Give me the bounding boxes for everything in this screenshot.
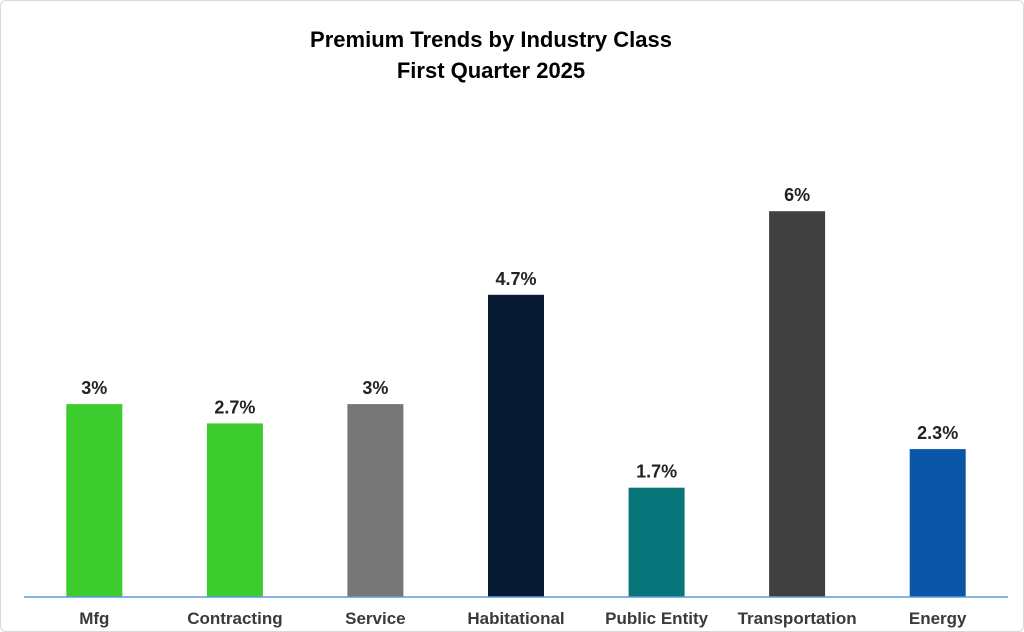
value-label-habitational: 4.7% [495, 269, 536, 289]
tick-label-mfg: Mfg [79, 609, 109, 628]
bar-public-entity [628, 487, 685, 597]
bar-group [66, 211, 966, 597]
tick-label-public-entity: Public Entity [605, 609, 709, 628]
tick-label-service: Service [345, 609, 406, 628]
bar-service [347, 404, 404, 597]
bar-contracting [206, 423, 263, 597]
bar-habitational [488, 294, 544, 597]
tick-label-contracting: Contracting [187, 609, 282, 628]
chart-title: Premium Trends by Industry Class [310, 27, 672, 52]
tick-label-transportation: Transportation [738, 609, 857, 628]
tick-label-group: Mfg Contracting Service Habitational Public … [79, 609, 967, 628]
value-label-group: 3% 2.7% 3% 4.7% 1.7% 6% 2.3% [81, 185, 958, 482]
chart-subtitle: First Quarter 2025 [397, 58, 585, 83]
tick-label-habitational: Habitational [467, 609, 564, 628]
value-label-contracting: 2.7% [214, 397, 255, 417]
value-label-transportation: 6% [784, 185, 810, 205]
bar-mfg [66, 404, 123, 597]
value-label-energy: 2.3% [917, 423, 958, 443]
tick-label-energy: Energy [909, 609, 967, 628]
bar-transportation [769, 211, 826, 597]
value-label-mfg: 3% [81, 378, 107, 398]
value-label-public-entity: 1.7% [636, 462, 677, 482]
value-label-service: 3% [362, 378, 388, 398]
bar-energy [909, 449, 966, 597]
